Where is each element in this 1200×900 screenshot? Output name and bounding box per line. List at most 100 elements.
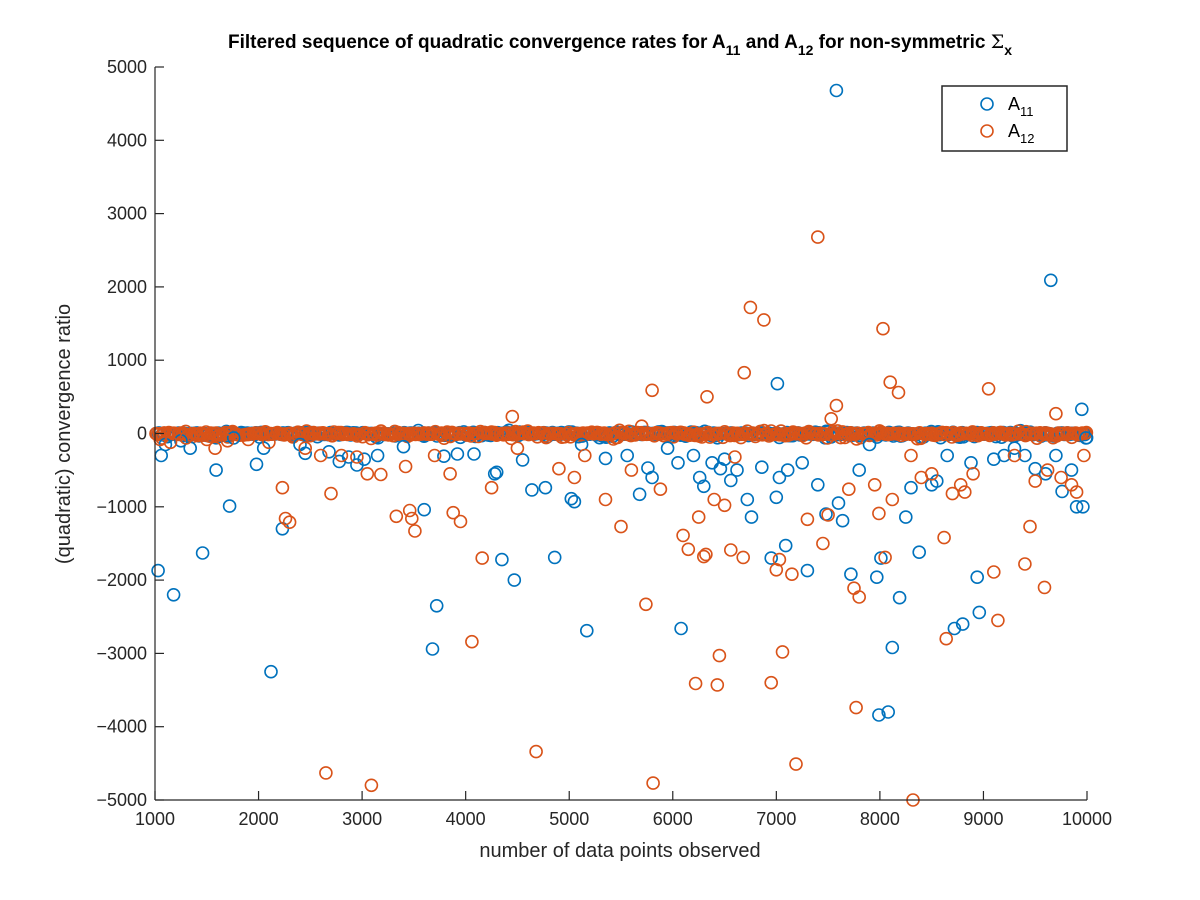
series-0-point [778,538,793,553]
series-1-point [364,778,379,793]
series-1-point [1023,519,1037,534]
x-tick-label: 5000 [549,809,589,829]
series-0-point [495,552,509,567]
series-0-point [567,494,582,509]
series-1-point [1037,580,1052,595]
series-1-cloud-point [1019,424,1033,439]
series-1-point [699,547,713,562]
series-1-point [373,467,388,482]
y-tick-label: 3000 [107,204,147,224]
series-0-point [341,450,356,464]
series-0-point [298,446,313,461]
legend-box [941,85,1068,152]
series-0-point [620,448,635,463]
series-1-point [737,365,752,380]
series-1-point [404,511,419,526]
series-0-point [730,463,744,477]
series-0-point [892,590,907,605]
series-1-point [402,503,417,518]
series-0-point [872,708,886,722]
series-1-point [278,511,293,526]
series-1-point [829,398,844,413]
y-tick-label: 1000 [107,350,147,370]
series-1-point [350,450,364,464]
series-1-point [800,512,815,527]
y-tick-label: 2000 [107,277,147,297]
series-1-point [728,450,742,464]
series-1-point [849,700,863,715]
x-tick-label: 1000 [135,809,175,829]
series-0-point [1069,499,1084,514]
series-0-point [645,470,659,485]
series-0-point [780,463,795,477]
series-0-point [429,598,444,613]
series-0-point [1064,463,1079,477]
series-1-point [408,524,422,538]
series-0-point [226,431,241,445]
x-tick-label: 9000 [963,809,1003,829]
series-0-point [507,573,522,587]
legend-a12-sub: 12 [1020,131,1034,146]
series-1-point [1054,470,1068,485]
series-1-cloud-point [1079,425,1094,440]
series-0-point [674,621,688,636]
series-1-dense-cloud [149,423,1094,446]
y-tick-label: −3000 [96,643,147,663]
series-1-cloud-point [374,424,388,438]
series-1-point [398,459,413,474]
series-1-point [475,551,490,565]
series-0-point [686,448,701,463]
series-1-point [163,435,178,450]
series-0-point [810,477,825,492]
series-1-point [891,385,906,400]
points-layer [149,83,1094,807]
x-tick-label: 7000 [756,809,796,829]
series-0-point [940,448,955,463]
series-1-point [824,411,839,426]
series-1-point [208,441,222,456]
series-1-point [1040,463,1055,477]
series-1-point [200,432,214,447]
series-0-point [898,510,913,524]
series-1-cloud-point [352,427,367,442]
series-0-point [881,705,896,719]
series-0-point [1007,441,1022,456]
series-1-point [883,375,898,390]
series-0-point [829,83,844,98]
y-tick-label: −4000 [96,717,147,737]
series-1-point [712,648,727,663]
series-1-point [966,466,980,481]
series-1-cloud-point [401,426,416,441]
series-0-point [770,376,785,391]
series-0-point [515,453,530,467]
series-0-point [264,664,278,679]
x-tick-label: 6000 [653,809,693,829]
series-1-point [319,766,333,780]
series-1-point [624,463,639,477]
series-0-point [744,510,759,524]
series-0-point [970,570,985,585]
series-0-point [417,502,432,517]
series-0-point [844,567,858,582]
series-0-point [723,473,738,488]
legend-a12-name: A [1008,121,1020,141]
series-1-point [717,498,732,513]
series-0-point [450,447,465,461]
title-prefix: Filtered sequence of quadratic convergen… [228,32,726,53]
series-0-point [538,480,553,495]
series-0-point [795,455,810,470]
series-1-point [1007,448,1022,463]
title-mid: and A [740,32,798,53]
series-0-point [1076,499,1090,514]
series-0-point [862,437,877,452]
series-1-point [789,757,803,771]
series-1-point [821,508,835,522]
series-1-point [981,381,996,396]
series-0-point [598,451,613,466]
series-1-cloud-point [521,427,536,442]
series-0-point [769,490,784,505]
series-0-point [772,470,787,485]
y-tick-label: 0 [137,424,147,444]
legend: A11 A12 [941,85,1068,152]
